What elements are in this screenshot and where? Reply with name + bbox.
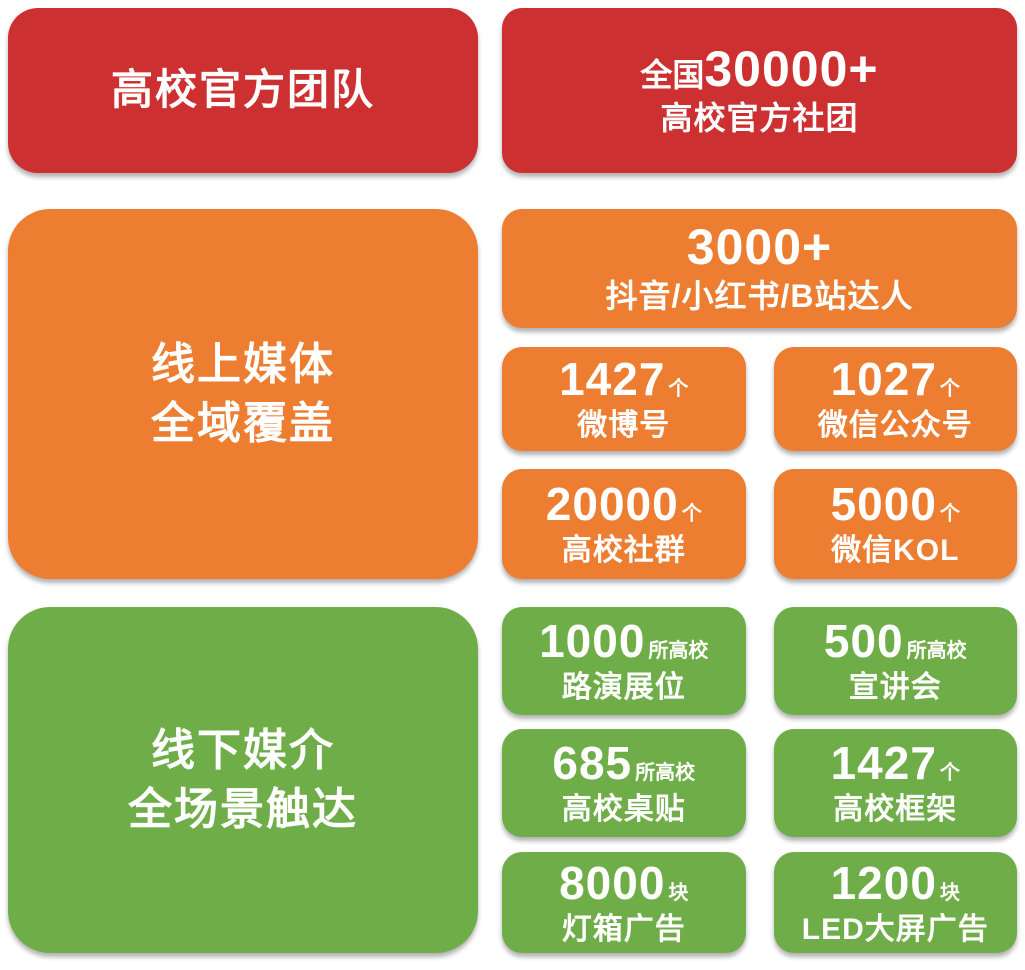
stat-number-line: 1000 所高校: [539, 618, 708, 664]
offline-media-row-1: 1000 所高校 路演展位 500 所高校 宣讲会: [502, 607, 1017, 715]
offline-media-headline: 线下媒介 全场景触达: [128, 721, 358, 840]
stat-label: 灯箱广告: [561, 912, 686, 946]
stat-card-official-clubs: 全国 30000+ 高校官方社团: [502, 8, 1017, 173]
official-teams-headline-card: 高校官方团队: [8, 8, 478, 173]
stat-unit: 所高校: [635, 762, 696, 784]
online-media-row-2: 20000 个 高校社群 5000 个 微信KOL: [502, 469, 1017, 579]
online-media-stats: 3000+ 抖音/小红书/B站达人 1427 个 微博号 1027 个: [502, 209, 1017, 579]
stat-number: 1200: [830, 856, 937, 909]
stat-number: 3000+: [686, 219, 833, 276]
stat-number-line: 全国 30000+: [640, 44, 878, 94]
stat-number: 30000+: [704, 41, 879, 98]
stat-number: 20000: [545, 478, 679, 530]
offline-media-row-3: 8000 块 灯箱广告 1200 块 LED大屏广告: [502, 852, 1017, 953]
stat-label: 路演展位: [561, 671, 686, 704]
stat-prefix: 全国: [640, 57, 705, 94]
section-official-teams: 高校官方团队 全国 30000+ 高校官方社团: [8, 8, 1017, 173]
stat-unit: 个: [939, 762, 960, 784]
stat-card-led-screen-ads: 1200 块 LED大屏广告: [773, 852, 1017, 953]
offline-media-headline-line2: 全场景触达: [128, 785, 358, 834]
stat-card-wechat-official: 1027 个 微信公众号: [773, 347, 1017, 451]
online-media-headline-line1: 线上媒体: [151, 339, 335, 389]
stat-card-weibo: 1427 个 微博号: [502, 347, 746, 451]
stat-card-roadshow-booths: 1000 所高校 路演展位: [502, 607, 746, 715]
stat-card-lightbox-ads: 8000 块 灯箱广告: [502, 852, 746, 953]
stat-label: 微信公众号: [817, 409, 973, 442]
stat-number-line: 5000 个: [831, 481, 960, 527]
stat-label: 微信KOL: [831, 534, 960, 567]
stat-label: 高校框架: [833, 793, 958, 826]
stat-number: 1027: [830, 353, 937, 405]
stat-number: 8000: [559, 856, 666, 909]
stat-unit: 块: [668, 881, 689, 904]
stat-unit: 所高校: [906, 640, 967, 662]
stat-number-line: 500 所高校: [824, 618, 967, 664]
stat-number-line: 1427 个: [559, 356, 688, 402]
stat-label: 高校社群: [561, 534, 686, 567]
stat-unit: 块: [939, 881, 960, 904]
stat-number-line: 1027 个: [831, 356, 960, 402]
stat-label: 高校官方社团: [660, 100, 859, 137]
stat-unit: 个: [681, 503, 702, 525]
stat-unit: 个: [668, 378, 689, 400]
stat-number: 1427: [559, 353, 666, 405]
stat-number-line: 685 所高校: [552, 740, 695, 786]
offline-media-row-2: 685 所高校 高校桌贴 1427 个 高校框架: [502, 729, 1017, 837]
stat-card-desk-stickers: 685 所高校 高校桌贴: [502, 729, 746, 837]
stat-label: 高校桌贴: [561, 793, 686, 826]
stat-number-line: 20000 个: [546, 481, 702, 527]
official-teams-stats: 全国 30000+ 高校官方社团: [502, 8, 1017, 173]
stat-card-wechat-kol: 5000 个 微信KOL: [773, 469, 1017, 579]
stat-unit: 个: [939, 503, 960, 525]
official-teams-headline: 高校官方团队: [110, 66, 375, 114]
offline-media-headline-card: 线下媒介 全场景触达: [8, 607, 478, 953]
online-media-row-1: 1427 个 微博号 1027 个 微信公众号: [502, 347, 1017, 451]
stat-unit: 所高校: [648, 640, 709, 662]
offline-media-stats: 1000 所高校 路演展位 500 所高校 宣讲会 685: [502, 607, 1017, 953]
stat-number-line: 8000 块: [559, 860, 688, 906]
section-online-media: 线上媒体 全域覆盖 3000+ 抖音/小红书/B站达人 1427 个 微博号: [8, 209, 1017, 579]
stat-label: 抖音/小红书/B站达人: [605, 278, 914, 315]
stat-card-info-sessions: 500 所高校 宣讲会: [773, 607, 1017, 715]
stat-card-douyin-xhs-bili: 3000+ 抖音/小红书/B站达人: [502, 209, 1017, 328]
online-media-headline: 线上媒体 全域覆盖: [151, 335, 335, 454]
stat-label: 宣讲会: [848, 671, 942, 704]
stat-number: 1427: [830, 737, 937, 789]
offline-media-headline-line1: 线下媒介: [151, 725, 335, 775]
stat-number-line: 1427 个: [831, 740, 960, 786]
stat-number-line: 1200 块: [831, 860, 960, 906]
stat-card-campus-groups: 20000 个 高校社群: [502, 469, 746, 579]
stat-number: 1000: [539, 615, 646, 667]
online-media-headline-card: 线上媒体 全域覆盖: [8, 209, 478, 579]
online-media-headline-line2: 全域覆盖: [151, 399, 335, 448]
stat-number: 5000: [830, 478, 937, 530]
stat-label: 微博号: [577, 409, 671, 442]
stat-unit: 个: [939, 378, 960, 400]
stat-card-campus-frames: 1427 个 高校框架: [773, 729, 1017, 837]
stat-label: LED大屏广告: [801, 912, 989, 946]
stat-number: 685: [552, 737, 633, 789]
stat-number: 500: [823, 615, 904, 667]
section-offline-media: 线下媒介 全场景触达 1000 所高校 路演展位 500 所高校: [8, 607, 1017, 953]
stat-number-line: 3000+: [687, 222, 832, 272]
